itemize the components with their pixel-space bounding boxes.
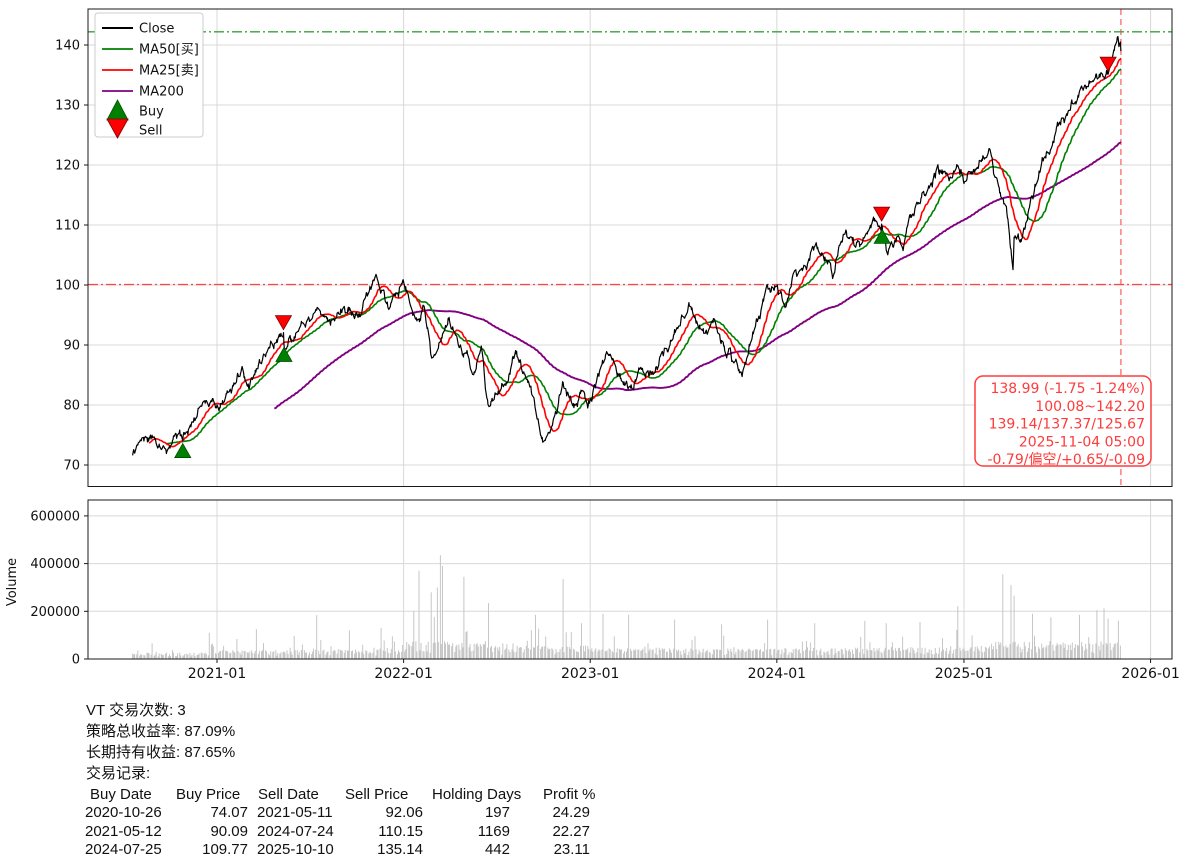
svg-text:2025-11-04 05:00: 2025-11-04 05:00: [1019, 434, 1145, 450]
price-ytick-label: 100: [55, 279, 80, 294]
cell-profit: 23.11: [553, 841, 590, 857]
svg-text:139.14/137.37/125.67: 139.14/137.37/125.67: [989, 417, 1145, 433]
buy-marker: [174, 442, 192, 458]
legend: Close MA50[买] MA25[卖] MA200 Buy Sell: [94, 12, 204, 139]
cell-buy-price: 74.07: [210, 804, 248, 822]
price-volume-chart: 138.99 (-1.75 -1.24%) 100.08~142.20 139.14…: [5, 8, 1180, 682]
price-ytick-label: 90: [63, 339, 80, 354]
buy-marker: [873, 228, 891, 244]
trade-row: 2021-05-12 90.09 2024-07-24 110.15 1169 …: [85, 822, 590, 841]
svg-text:138.99 (-1.75 -1.24%): 138.99 (-1.75 -1.24%): [990, 381, 1145, 397]
stat-trade-count: VT 交易次数: 3: [86, 702, 186, 719]
x-tick-label: 2026-01: [1121, 666, 1180, 682]
price-ytick-label: 110: [55, 219, 80, 234]
cell-buy-price: 90.09: [210, 822, 248, 840]
sell-legend-marker: [106, 118, 129, 139]
legend-label: MA25[卖]: [139, 64, 199, 79]
col-sell-price: Sell Price: [345, 786, 409, 803]
sell-marker: [1099, 56, 1117, 72]
x-tick-label: 2023-01: [561, 666, 620, 682]
svg-text:100.08~142.20: 100.08~142.20: [1035, 399, 1145, 415]
x-tick-label: 2025-01: [935, 666, 994, 682]
col-holding-days: Holding Days: [432, 786, 522, 803]
volume-ytick-label: 600000: [30, 509, 80, 524]
cell-sell-price: 110.15: [378, 822, 423, 840]
volume-axis-label: Volume: [5, 558, 20, 606]
legend-label: Buy: [139, 105, 164, 120]
close-line: [132, 35, 1122, 456]
buy-marker: [275, 346, 293, 362]
volume-ytick-label: 200000: [30, 605, 80, 620]
cell-profit: 24.29: [552, 804, 590, 822]
sell-marker: [274, 315, 293, 331]
cell-buy-date: 2020-10-26: [85, 804, 162, 822]
cell-days: 197: [484, 804, 510, 822]
cell-days: 1169: [477, 822, 510, 840]
stat-hold-return: 长期持有收益: 87.65%: [86, 744, 236, 761]
svg-text:-0.79/偏空/+0.65/-0.09: -0.79/偏空/+0.65/-0.09: [988, 452, 1146, 468]
cell-buy-price: 109.77: [202, 841, 248, 857]
price-ytick-label: 130: [55, 99, 80, 114]
sell-marker: [872, 206, 891, 222]
col-sell-date: Sell Date: [258, 786, 319, 803]
col-profit: Profit %: [543, 786, 596, 803]
quote-annotation: 138.99 (-1.75 -1.24%) 100.08~142.20 139.14…: [974, 375, 1152, 468]
cell-days: 442: [484, 841, 510, 857]
cell-sell-date: 2024-07-24: [257, 822, 334, 840]
x-tick-label: 2024-01: [748, 666, 807, 682]
volume-bars: [132, 555, 1121, 659]
legend-label: Sell: [139, 124, 162, 139]
price-ytick-label: 70: [63, 459, 80, 474]
cell-profit: 22.27: [552, 822, 590, 840]
legend-label: MA50[买]: [139, 43, 199, 58]
cell-buy-date: 2021-05-12: [85, 822, 162, 840]
volume-ytick-label: 0: [72, 653, 80, 668]
x-tick-label: 2021-01: [188, 666, 247, 682]
price-ytick-label: 120: [55, 159, 80, 174]
trade-log-label: 交易记录:: [86, 765, 151, 782]
cell-sell-date: 2025-10-10: [257, 841, 334, 857]
cell-sell-price: 135.14: [377, 841, 423, 857]
col-buy-date: Buy Date: [90, 786, 152, 803]
legend-label: Close: [139, 22, 174, 37]
col-buy-price: Buy Price: [176, 786, 241, 803]
x-tick-label: 2022-01: [374, 666, 433, 682]
volume-ytick-label: 400000: [30, 557, 80, 572]
price-ytick-label: 140: [55, 39, 80, 54]
trade-row: 2020-10-26 74.07 2021-05-11 92.06 197 24…: [85, 804, 590, 822]
ma200-line: [273, 141, 1122, 410]
trade-table-header: Buy Date Buy Price Sell Date Sell Price …: [86, 786, 596, 804]
trade-table: Buy Date Buy Price Sell Date Sell Price …: [85, 786, 596, 857]
cell-buy-date: 2024-07-25: [85, 841, 162, 857]
price-ytick-label: 80: [63, 399, 80, 414]
legend-label: MA200: [139, 85, 184, 100]
trade-row: 2024-07-25 109.77 2025-10-10 135.14 442 …: [85, 841, 590, 857]
stats-block: VT 交易次数: 3 策略总收益率: 87.09% 长期持有收益: 87.65%…: [85, 700, 596, 857]
cell-sell-date: 2021-05-11: [257, 804, 333, 822]
cell-sell-price: 92.06: [385, 804, 423, 822]
stat-strategy-return: 策略总收益率: 87.09%: [86, 723, 236, 740]
